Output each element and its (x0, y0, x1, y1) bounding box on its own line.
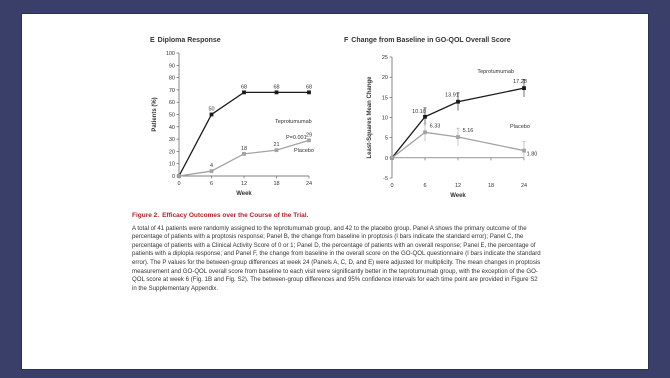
goqol-placebo-point (390, 155, 394, 160)
goqol-placebo-data-label: 5.16 (463, 128, 474, 134)
panel-e-title-text: Diploma Response (157, 37, 221, 44)
goqol-teprotumumab-data-label: 10.18 (412, 109, 426, 115)
diplopia-ytick-label: 0 (172, 174, 175, 180)
diplopia-response-chart: 0 10 20 30 40 50 60 70 80 90 100 0 6 12 18 24 Week Patien… (152, 51, 314, 197)
diplopia-teprotumumab-data-label: 68 (273, 84, 279, 90)
caption-title: Efficacy Outcomes over the Course of the… (162, 212, 309, 219)
caption-body: A total of 41 patients were randomly ass… (132, 224, 541, 292)
goqol-placebo-data-label: 1.80 (527, 152, 538, 158)
diplopia-p-value-annotation: P=0.001 (286, 135, 307, 141)
goqol-teprotumumab-series-label: Teprotumumab (477, 69, 514, 75)
goqol-x-axis-label: Week (450, 193, 466, 199)
diplopia-ytick-label: 20 (169, 149, 175, 155)
panel-f-goqol-score: F Change from Baseline in GO-QOL Overall … (344, 37, 544, 208)
diplopia-placebo-data-label: 21 (273, 142, 279, 148)
figure-caption: Figure 2. Efficacy Outcomes over the Cour… (132, 212, 542, 293)
diplopia-ytick-label: 30 (169, 137, 175, 143)
goqol-xtick-label: 24 (521, 183, 527, 189)
goqol-placebo-series-label: Placebo (510, 124, 530, 130)
goqol-ytick-label: 15 (382, 95, 388, 101)
diplopia-placebo-point (274, 148, 279, 153)
diplopia-ytick-label: 50 (169, 113, 175, 119)
diplopia-xtick-label: 0 (177, 181, 180, 187)
goqol-placebo-data-label: 6.33 (430, 123, 441, 129)
diplopia-ytick-label: 70 (169, 88, 175, 94)
goqol-teprotumumab-line (391, 87, 525, 159)
diplopia-placebo-series-label: Placebo (294, 148, 314, 154)
diplopia-teprotumumab-series-label: Teprotumumab (275, 119, 312, 125)
goqol-ytick-label: 10 (382, 116, 388, 122)
goqol-placebo-point (522, 148, 526, 153)
caption-heading: Figure 2. Efficacy Outcomes over the Cour… (132, 212, 542, 221)
diplopia-teprotumumab-point (209, 112, 214, 117)
goqol-placebo-line (391, 131, 525, 159)
panel-f-title-text: Change from Baseline in GO-QOL Overall S… (351, 37, 511, 44)
diplopia-teprotumumab-data-label: 68 (306, 84, 312, 90)
diplopia-ytick-label: 80 (169, 76, 175, 82)
diplopia-placebo-data-label: 29 (306, 132, 312, 138)
diplopia-teprotumumab-point (274, 90, 279, 95)
diplopia-placebo-point (209, 169, 214, 173)
diplopia-placebo-point (177, 174, 181, 178)
goqol-ytick-label: 20 (382, 75, 388, 81)
goqol-placebo-point (456, 135, 460, 139)
goqol-teprotumumab-point (456, 99, 460, 104)
diplopia-ytick-label: 100 (166, 51, 175, 57)
diplopia-teprotumumab-data-label: 68 (241, 84, 247, 90)
goqol-ytick-label: 25 (382, 55, 388, 61)
diplopia-placebo-data-label: 4 (210, 163, 213, 169)
goqol-placebo-point (423, 130, 427, 135)
goqol-teprotumumab-data-label: 13.91 (445, 93, 459, 99)
goqol-xtick-label: 18 (488, 183, 494, 189)
diplopia-placebo-data-label: 18 (241, 146, 247, 152)
diplopia-ytick-label: 60 (169, 100, 175, 106)
goqol-ytick-label: 5 (385, 136, 388, 142)
diplopia-y-axis-label: Patients (%) (152, 97, 158, 131)
diplopia-placebo-point (242, 151, 246, 156)
panel-f-letter: F (344, 37, 349, 44)
diplopia-x-axis-label: Week (236, 191, 252, 197)
goqol-teprotumumab-point (522, 86, 526, 91)
goqol-xtick-label: 0 (390, 183, 393, 189)
diplopia-xtick-label: 18 (273, 181, 279, 187)
panel-e-letter: E (150, 37, 155, 44)
goqol-teprotumumab-data-label: 17.28 (513, 79, 527, 85)
goqol-ytick-label: 0 (385, 156, 388, 162)
goqol-ytick-label: -5 (383, 176, 388, 182)
diplopia-placebo-point (307, 138, 311, 143)
diplopia-ytick-label: 10 (169, 162, 175, 168)
panel-e-diplopia-response: E Diploma Response 0 10 20 30 40 50 60 70 80 90 100… (150, 37, 350, 208)
goqol-xtick-label: 12 (455, 183, 461, 189)
diplopia-ytick-label: 40 (169, 125, 175, 131)
diplopia-xtick-label: 24 (306, 181, 312, 187)
diplopia-ytick-label: 90 (169, 63, 175, 69)
panel-e-title: E Diploma Response (150, 37, 221, 44)
diplopia-teprotumumab-point (307, 90, 311, 95)
diplopia-xtick-label: 6 (210, 181, 213, 187)
slide-frame (21, 13, 649, 370)
diplopia-xtick-label: 12 (241, 181, 247, 187)
goqol-xtick-label: 6 (423, 183, 426, 189)
diplopia-teprotumumab-point (242, 90, 246, 95)
goqol-y-axis-label: Least-Squares Mean Change (367, 76, 373, 159)
goqol-teprotumumab-point (423, 114, 427, 119)
diplopia-teprotumumab-data-label: 50 (208, 107, 214, 113)
panel-f-title: F Change from Baseline in GO-QOL Overall … (344, 37, 511, 44)
caption-figure-label: Figure 2. (132, 212, 160, 219)
